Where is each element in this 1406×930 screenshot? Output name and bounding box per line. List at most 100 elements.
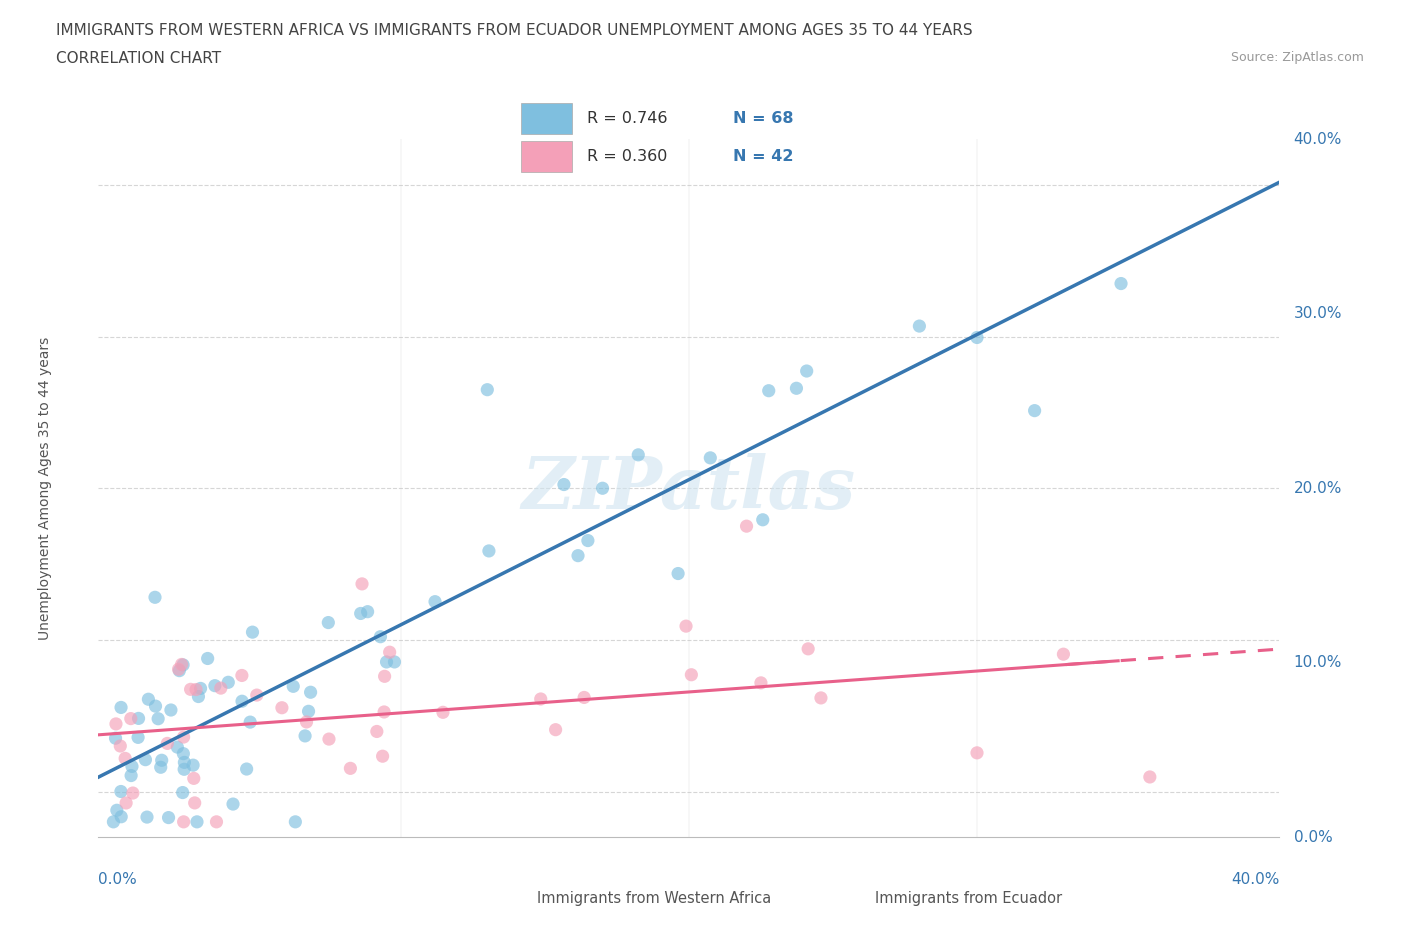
Point — [105, 803, 128, 817]
Point — [181, 758, 204, 773]
Point — [183, 795, 205, 810]
Point — [375, 655, 398, 670]
Point — [751, 512, 773, 527]
Point — [136, 810, 159, 825]
Text: IMMIGRANTS FROM WESTERN AFRICA VS IMMIGRANTS FROM ECUADOR UNEMPLOYMENT AMONG AGE: IMMIGRANTS FROM WESTERN AFRICA VS IMMIGR… — [56, 23, 973, 38]
Point — [183, 771, 205, 786]
Point — [908, 319, 931, 334]
Point — [544, 723, 567, 737]
Point — [1139, 769, 1161, 784]
Text: 0.0%: 0.0% — [1294, 830, 1333, 844]
Point — [170, 657, 193, 671]
Point — [128, 711, 150, 725]
Point — [104, 716, 127, 731]
Point — [146, 711, 169, 726]
Point — [1109, 276, 1132, 291]
Point — [966, 330, 988, 345]
Point — [785, 381, 807, 396]
Text: N = 42: N = 42 — [733, 149, 793, 164]
Text: R = 0.746: R = 0.746 — [586, 112, 666, 126]
Point — [1024, 404, 1046, 418]
Point — [567, 548, 589, 563]
Point — [217, 675, 239, 690]
Point — [110, 784, 132, 799]
Point — [318, 732, 340, 747]
Point — [810, 690, 832, 705]
Point — [160, 702, 183, 717]
Point — [166, 739, 188, 754]
Point — [242, 625, 264, 640]
Point — [339, 761, 361, 776]
Point — [190, 681, 212, 696]
Point — [966, 746, 988, 761]
Point — [103, 815, 125, 830]
Point — [204, 678, 226, 693]
Point — [180, 682, 202, 697]
Point — [184, 682, 207, 697]
Text: 20.0%: 20.0% — [1294, 481, 1341, 496]
Point — [350, 577, 373, 591]
Point — [239, 714, 262, 729]
Point — [374, 669, 396, 684]
Point — [110, 809, 132, 824]
Text: Immigrants from Ecuador: Immigrants from Ecuador — [875, 891, 1062, 906]
Point — [157, 810, 180, 825]
Text: 30.0%: 30.0% — [1294, 306, 1343, 322]
Point — [681, 668, 703, 683]
Point — [271, 700, 294, 715]
Point — [149, 760, 172, 775]
Point — [172, 658, 194, 672]
Point — [121, 759, 143, 774]
Point — [115, 795, 138, 810]
Point — [553, 477, 575, 492]
Point — [572, 690, 595, 705]
Point — [530, 692, 553, 707]
Point — [246, 687, 269, 702]
Point — [478, 543, 501, 558]
Text: R = 0.360: R = 0.360 — [586, 149, 666, 164]
Text: ZIPatlas: ZIPatlas — [522, 453, 856, 524]
Point — [173, 815, 195, 830]
Text: Unemployment Among Ages 35 to 44 years: Unemployment Among Ages 35 to 44 years — [38, 337, 52, 640]
Point — [169, 663, 191, 678]
Point — [283, 679, 305, 694]
Point — [592, 481, 614, 496]
Point — [121, 786, 143, 801]
Point — [186, 815, 208, 830]
Point — [295, 714, 318, 729]
Point — [187, 689, 209, 704]
Point — [222, 797, 245, 812]
Point — [758, 383, 780, 398]
Point — [350, 606, 373, 621]
Point — [173, 730, 195, 745]
Text: Source: ZipAtlas.com: Source: ZipAtlas.com — [1230, 51, 1364, 64]
Text: 40.0%: 40.0% — [1232, 872, 1279, 887]
Point — [699, 450, 721, 465]
Point — [299, 684, 322, 699]
Text: N = 68: N = 68 — [733, 112, 793, 126]
Point — [666, 566, 689, 581]
Point — [796, 364, 818, 379]
Point — [205, 815, 228, 830]
Point — [138, 692, 160, 707]
Point — [576, 533, 599, 548]
Point — [150, 753, 173, 768]
Point — [294, 728, 316, 743]
Point — [173, 762, 195, 777]
Point — [356, 604, 378, 619]
Point — [371, 749, 394, 764]
Point — [110, 700, 132, 715]
Bar — [520, 103, 572, 134]
Point — [384, 655, 406, 670]
Text: 40.0%: 40.0% — [1294, 132, 1341, 147]
Text: 10.0%: 10.0% — [1294, 655, 1341, 671]
Point — [145, 698, 167, 713]
Point — [104, 731, 127, 746]
Point — [209, 681, 232, 696]
Point — [231, 694, 253, 709]
Point — [432, 705, 454, 720]
Point — [134, 752, 156, 767]
Text: CORRELATION CHART: CORRELATION CHART — [56, 51, 221, 66]
Point — [167, 662, 190, 677]
Point — [373, 705, 395, 720]
